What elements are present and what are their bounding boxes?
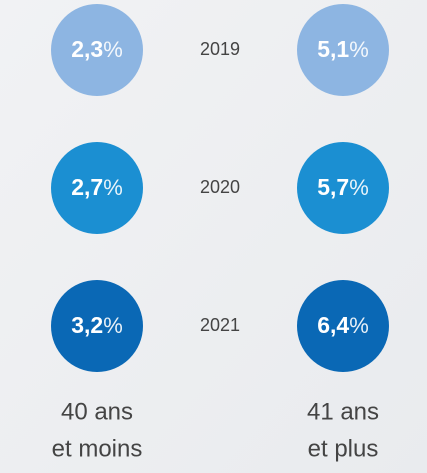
rate-circle <box>297 280 389 372</box>
group-label: 40 ans <box>61 398 133 425</box>
rate-unit: % <box>103 175 123 200</box>
rate-label: 5,7% <box>317 174 369 200</box>
rate-circle <box>51 280 143 372</box>
group-label: et moins <box>52 435 143 462</box>
rate-unit: % <box>103 37 123 62</box>
rate-value: 3,2 <box>71 312 103 338</box>
rate-value: 2,7 <box>71 174 103 200</box>
rate-value: 5,7 <box>317 174 349 200</box>
rate-circle <box>297 4 389 96</box>
rate-unit: % <box>349 313 369 338</box>
rate-label: 2,3% <box>71 36 123 62</box>
rate-circle <box>51 4 143 96</box>
rate-label: 5,1% <box>317 36 369 62</box>
rate-value: 6,4 <box>317 312 349 338</box>
rate-label: 6,4% <box>317 312 369 338</box>
rate-unit: % <box>349 37 369 62</box>
rate-circle <box>297 142 389 234</box>
rate-unit: % <box>349 175 369 200</box>
group-label: 41 ans <box>307 398 379 425</box>
rate-value: 5,1 <box>317 36 349 62</box>
year-label: 2019 <box>200 39 240 59</box>
year-label: 2020 <box>200 177 240 197</box>
year-label: 2021 <box>200 315 240 335</box>
group-label: et plus <box>308 435 379 462</box>
rate-label: 2,7% <box>71 174 123 200</box>
rate-unit: % <box>103 313 123 338</box>
rate-circle <box>51 142 143 234</box>
rate-value: 2,3 <box>71 36 103 62</box>
rate-label: 3,2% <box>71 312 123 338</box>
